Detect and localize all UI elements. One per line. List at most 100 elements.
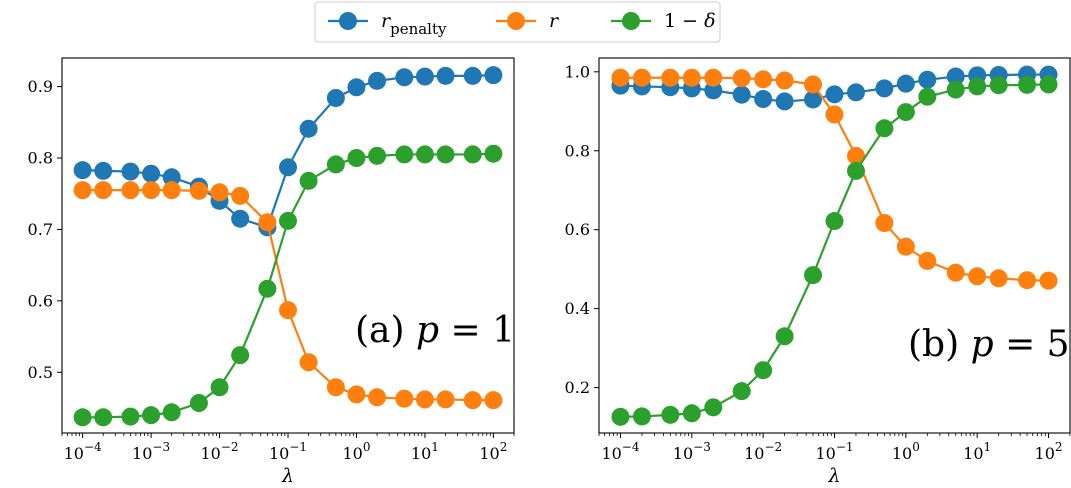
legend: rpenalty r 1 − δ (314, 1, 721, 43)
point-1-13 (918, 251, 937, 270)
point-1-17 (1018, 271, 1037, 290)
point-2-14 (946, 80, 965, 99)
legend-label-0: rpenalty (381, 10, 447, 38)
legend-item-1: r (496, 10, 560, 32)
point-0-15 (415, 67, 434, 86)
series-line-2 (620, 83, 1049, 418)
point-2-18 (1039, 75, 1058, 94)
point-0-9 (825, 85, 844, 104)
point-0-10 (299, 119, 318, 138)
point-1-7 (775, 71, 794, 90)
point-2-11 (326, 155, 345, 174)
point-0-2 (121, 162, 140, 181)
x-tick-label-1: 10−3 (132, 440, 170, 463)
point-1-16 (436, 390, 455, 409)
point-2-0 (73, 408, 92, 427)
y-tick-label-3: 0.8 (28, 149, 53, 168)
point-1-3 (682, 68, 701, 87)
point-0-5 (732, 85, 751, 104)
point-0-6 (754, 90, 773, 109)
panel-a: 0.5 0.6 0.7 0.8 0.9 10−4 10−3 10−2 10−1 100 101 102… (28, 57, 515, 487)
point-1-9 (279, 301, 297, 320)
y-tick-label-1: 0.6 (28, 291, 53, 310)
x-tick-label-4: 100 (342, 440, 370, 463)
point-2-12 (896, 103, 915, 122)
point-1-17 (463, 391, 482, 410)
point-1-18 (1039, 271, 1058, 290)
point-2-10 (846, 161, 865, 180)
point-1-7 (231, 186, 250, 205)
point-2-5 (189, 394, 208, 412)
point-2-13 (368, 146, 387, 165)
point-1-10 (846, 146, 865, 165)
point-0-14 (395, 68, 414, 87)
y-tick-label-2: 0.6 (565, 220, 590, 239)
x-tick-label-5: 101 (411, 440, 439, 463)
point-2-18 (484, 144, 503, 163)
point-1-1 (94, 181, 113, 200)
x-tick-label-6: 102 (1035, 440, 1063, 463)
point-1-11 (326, 378, 345, 397)
point-2-3 (142, 406, 161, 425)
point-1-15 (968, 267, 987, 286)
point-0-10 (846, 83, 865, 102)
point-2-7 (231, 346, 250, 365)
point-2-3 (682, 404, 701, 423)
point-1-15 (415, 390, 434, 409)
y-tick-label-0: 0.5 (28, 363, 53, 382)
point-0-4 (704, 81, 723, 100)
axes-frame (61, 57, 515, 434)
series-2 (611, 75, 1058, 426)
point-2-6 (210, 378, 229, 397)
y-tick-label-3: 0.8 (565, 141, 590, 160)
point-2-5 (732, 382, 751, 401)
point-2-11 (875, 119, 894, 138)
point-1-14 (395, 389, 414, 408)
y-tick-label-4: 1.0 (565, 62, 590, 81)
point-2-9 (825, 212, 844, 231)
point-0-11 (875, 79, 894, 98)
point-0-11 (326, 89, 345, 107)
panel-annotation: (a) p = 1 (355, 310, 515, 351)
point-1-12 (347, 385, 366, 404)
point-1-4 (704, 68, 723, 87)
point-2-17 (463, 145, 482, 164)
point-2-4 (704, 398, 723, 417)
point-2-2 (661, 405, 680, 424)
point-1-6 (754, 70, 773, 89)
point-0-9 (279, 158, 297, 177)
point-2-17 (1018, 75, 1037, 94)
point-1-16 (989, 269, 1008, 288)
point-2-7 (775, 327, 794, 346)
point-1-18 (484, 391, 503, 410)
point-2-1 (94, 408, 113, 427)
y-tick-label-4: 0.9 (28, 77, 53, 96)
point-1-8 (258, 213, 277, 232)
point-1-5 (189, 181, 208, 200)
point-2-9 (279, 211, 297, 230)
point-0-12 (896, 74, 915, 93)
point-2-6 (754, 361, 773, 380)
point-1-9 (825, 105, 844, 124)
point-0-13 (918, 70, 937, 89)
point-1-8 (804, 75, 823, 94)
point-2-15 (968, 77, 987, 96)
point-1-1 (632, 68, 651, 87)
point-2-2 (121, 407, 140, 426)
series-2 (73, 144, 503, 427)
point-2-8 (258, 279, 277, 298)
point-2-16 (989, 76, 1008, 95)
point-1-0 (611, 68, 630, 87)
point-0-7 (231, 209, 250, 228)
point-0-14 (946, 67, 965, 86)
point-1-0 (73, 181, 92, 200)
point-0-1 (94, 161, 113, 180)
y-tick-label-2: 0.7 (28, 220, 53, 239)
point-0-18 (484, 66, 503, 85)
series-1 (611, 68, 1058, 290)
point-2-10 (299, 171, 318, 190)
x-tick-label-0: 10−4 (64, 440, 102, 463)
y-tick-label-1: 0.4 (565, 299, 590, 318)
point-0-0 (73, 161, 92, 180)
